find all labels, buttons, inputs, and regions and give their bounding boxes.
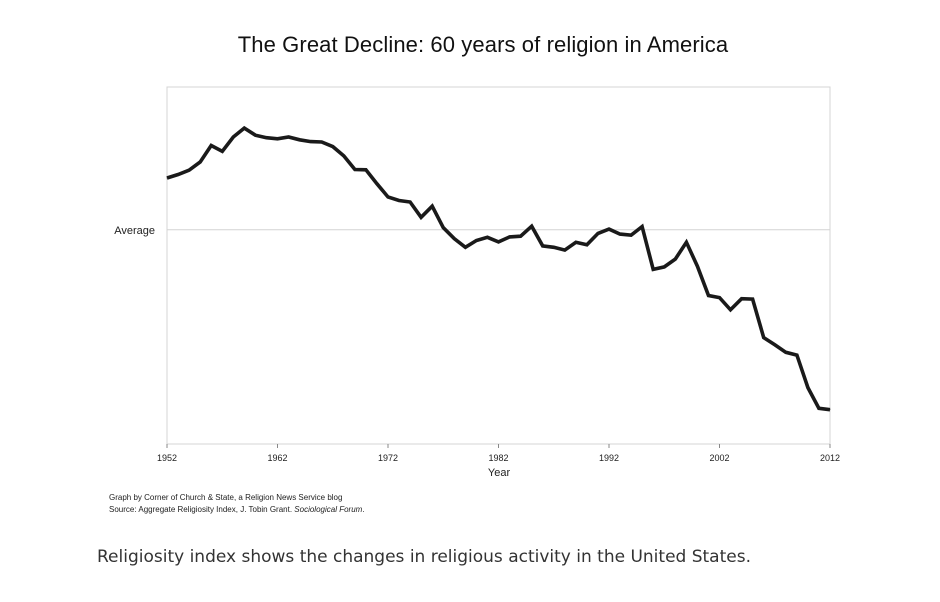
data-point-1986 bbox=[542, 245, 544, 247]
credit-line-2: Source: Aggregate Religiosity Index, J. … bbox=[109, 505, 365, 514]
chart-figure: The Great Decline: 60 years of religion … bbox=[109, 32, 840, 514]
data-point-1959 bbox=[243, 127, 245, 129]
data-point-1967 bbox=[332, 146, 334, 148]
figure-caption: Religiosity index shows the changes in r… bbox=[97, 547, 751, 567]
data-point-1992 bbox=[608, 228, 610, 230]
data-point-1952 bbox=[166, 177, 168, 179]
data-point-2003 bbox=[730, 309, 731, 311]
data-point-1968 bbox=[343, 155, 345, 157]
data-point-1958 bbox=[232, 136, 234, 138]
data-point-1985 bbox=[531, 225, 533, 227]
line-chart: Average 1952 1962 1972 1982 1992 2002 2012 Yea… bbox=[114, 86, 840, 479]
chart-title: The Great Decline: 60 years of religion … bbox=[237, 32, 729, 57]
data-point-1995 bbox=[641, 226, 643, 228]
data-point-1961 bbox=[266, 137, 267, 139]
data-point-1971 bbox=[376, 183, 378, 185]
series-group bbox=[166, 125, 831, 412]
plot-frame bbox=[166, 86, 831, 445]
data-point-1993 bbox=[619, 233, 621, 235]
y-tick-labels: Average bbox=[114, 225, 155, 237]
x-tick-label: 1972 bbox=[378, 453, 398, 463]
data-point-1981 bbox=[487, 236, 488, 238]
data-point-2012 bbox=[829, 409, 831, 411]
data-point-1997 bbox=[663, 266, 665, 268]
x-tick-label: 1982 bbox=[488, 453, 508, 463]
data-point-1982 bbox=[498, 241, 499, 243]
data-point-1977 bbox=[442, 227, 444, 229]
data-point-1989 bbox=[575, 241, 577, 243]
x-axis-ticks bbox=[166, 444, 831, 448]
x-tick-label: 2002 bbox=[709, 453, 729, 463]
data-point-1970 bbox=[365, 169, 367, 171]
data-point-1974 bbox=[409, 201, 411, 203]
data-point-2000 bbox=[697, 265, 698, 267]
data-point-1979 bbox=[465, 246, 466, 248]
x-tick-labels: 1952 1962 1972 1982 1992 2002 2012 bbox=[157, 453, 840, 463]
data-point-1957 bbox=[221, 150, 223, 152]
data-point-2001 bbox=[708, 295, 709, 296]
credit-journal: Sociological Forum bbox=[294, 505, 363, 514]
x-tick-label: 1962 bbox=[267, 453, 287, 463]
credit-line-1: Graph by Corner of Church & State, a Rel… bbox=[109, 493, 343, 502]
credit-suffix: . bbox=[362, 505, 365, 514]
credit-source-text: Source: Aggregate Religiosity Index, J. … bbox=[109, 505, 295, 514]
data-point-1954 bbox=[188, 169, 190, 171]
x-axis-label: Year bbox=[488, 467, 511, 479]
data-point-1960 bbox=[255, 134, 256, 136]
data-point-1996 bbox=[652, 269, 654, 270]
data-point-1987 bbox=[553, 246, 555, 248]
series-line bbox=[166, 125, 831, 412]
data-point-2005 bbox=[752, 298, 753, 300]
data-point-1972 bbox=[387, 196, 389, 198]
data-point-1988 bbox=[564, 249, 566, 251]
data-point-1976 bbox=[431, 205, 433, 207]
x-tick-label: 1992 bbox=[599, 453, 619, 463]
data-point-1965 bbox=[310, 141, 311, 143]
data-point-1980 bbox=[476, 240, 477, 241]
data-point-1955 bbox=[199, 161, 201, 163]
data-point-2006 bbox=[763, 337, 765, 338]
data-point-1963 bbox=[288, 136, 289, 138]
data-point-1998 bbox=[674, 258, 676, 260]
data-point-1962 bbox=[277, 138, 278, 140]
data-point-2011 bbox=[818, 407, 820, 409]
data-point-1990 bbox=[586, 244, 588, 246]
data-point-1991 bbox=[597, 233, 599, 234]
data-point-1953 bbox=[177, 174, 179, 175]
data-point-1975 bbox=[420, 216, 422, 218]
data-point-1999 bbox=[686, 241, 687, 243]
x-tick-label: 1952 bbox=[157, 453, 177, 463]
data-point-1956 bbox=[210, 145, 212, 146]
data-point-2004 bbox=[741, 298, 742, 300]
data-point-1973 bbox=[398, 200, 400, 201]
data-point-2010 bbox=[807, 387, 809, 388]
data-point-1994 bbox=[630, 234, 632, 236]
data-point-1984 bbox=[520, 235, 521, 237]
data-point-2009 bbox=[796, 354, 798, 356]
data-point-2007 bbox=[774, 344, 776, 346]
data-point-2008 bbox=[785, 351, 787, 353]
data-point-1964 bbox=[299, 139, 300, 141]
data-point-1966 bbox=[321, 141, 323, 143]
x-tick-label: 2012 bbox=[820, 453, 840, 463]
data-point-1978 bbox=[453, 238, 455, 240]
data-point-2002 bbox=[719, 297, 720, 298]
y-tick-label: Average bbox=[114, 225, 155, 237]
data-point-1983 bbox=[509, 236, 510, 238]
data-point-1969 bbox=[354, 169, 356, 170]
